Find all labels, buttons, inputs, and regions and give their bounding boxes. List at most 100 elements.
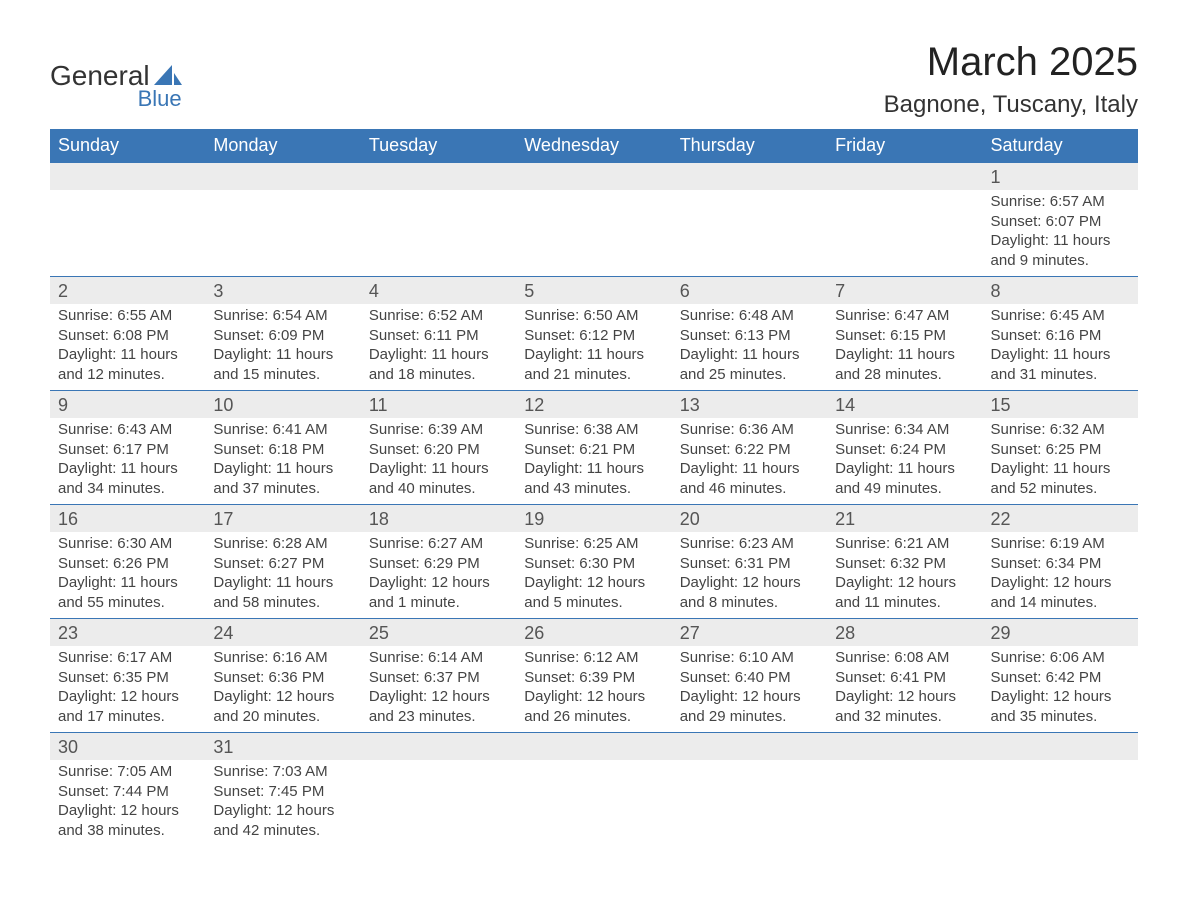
daylight-line: Daylight: 12 hours and 11 minutes. — [835, 573, 974, 612]
daylight-line: Daylight: 11 hours and 34 minutes. — [58, 459, 197, 498]
day-number: 1 — [983, 163, 1138, 190]
daylight-line: Daylight: 11 hours and 58 minutes. — [213, 573, 352, 612]
calendar-cell: 10Sunrise: 6:41 AMSunset: 6:18 PMDayligh… — [205, 391, 360, 505]
daylight-line: Daylight: 11 hours and 55 minutes. — [58, 573, 197, 612]
sunset-line: Sunset: 7:45 PM — [213, 782, 352, 802]
calendar-cell: 29Sunrise: 6:06 AMSunset: 6:42 PMDayligh… — [983, 619, 1138, 733]
day-details: Sunrise: 6:36 AMSunset: 6:22 PMDaylight:… — [672, 418, 827, 504]
calendar-cell: 11Sunrise: 6:39 AMSunset: 6:20 PMDayligh… — [361, 391, 516, 505]
day-number — [672, 733, 827, 760]
calendar-week-row: 9Sunrise: 6:43 AMSunset: 6:17 PMDaylight… — [50, 391, 1138, 505]
day-details: Sunrise: 6:06 AMSunset: 6:42 PMDaylight:… — [983, 646, 1138, 732]
sunset-line: Sunset: 6:42 PM — [991, 668, 1130, 688]
calendar-cell: 15Sunrise: 6:32 AMSunset: 6:25 PMDayligh… — [983, 391, 1138, 505]
calendar-cell: 7Sunrise: 6:47 AMSunset: 6:15 PMDaylight… — [827, 277, 982, 391]
sunrise-line: Sunrise: 7:05 AM — [58, 762, 197, 782]
sunrise-line: Sunrise: 6:34 AM — [835, 420, 974, 440]
calendar-cell: 6Sunrise: 6:48 AMSunset: 6:13 PMDaylight… — [672, 277, 827, 391]
day-number: 10 — [205, 391, 360, 418]
day-number: 9 — [50, 391, 205, 418]
sunrise-line: Sunrise: 6:48 AM — [680, 306, 819, 326]
day-number: 27 — [672, 619, 827, 646]
day-number: 23 — [50, 619, 205, 646]
day-details: Sunrise: 6:52 AMSunset: 6:11 PMDaylight:… — [361, 304, 516, 390]
calendar-cell: 20Sunrise: 6:23 AMSunset: 6:31 PMDayligh… — [672, 505, 827, 619]
sunset-line: Sunset: 6:13 PM — [680, 326, 819, 346]
day-details: Sunrise: 6:14 AMSunset: 6:37 PMDaylight:… — [361, 646, 516, 732]
sunset-line: Sunset: 6:41 PM — [835, 668, 974, 688]
daylight-line: Daylight: 11 hours and 15 minutes. — [213, 345, 352, 384]
sunrise-line: Sunrise: 6:36 AM — [680, 420, 819, 440]
sunrise-line: Sunrise: 6:17 AM — [58, 648, 197, 668]
daylight-line: Daylight: 12 hours and 32 minutes. — [835, 687, 974, 726]
day-number — [361, 163, 516, 190]
daylight-line: Daylight: 12 hours and 8 minutes. — [680, 573, 819, 612]
calendar-cell: 28Sunrise: 6:08 AMSunset: 6:41 PMDayligh… — [827, 619, 982, 733]
calendar-cell — [50, 163, 205, 277]
daylight-line: Daylight: 12 hours and 1 minute. — [369, 573, 508, 612]
calendar-cell: 26Sunrise: 6:12 AMSunset: 6:39 PMDayligh… — [516, 619, 671, 733]
weekday-header: Tuesday — [361, 129, 516, 163]
day-number: 28 — [827, 619, 982, 646]
sunset-line: Sunset: 6:17 PM — [58, 440, 197, 460]
sunset-line: Sunset: 6:20 PM — [369, 440, 508, 460]
day-number — [827, 163, 982, 190]
day-details: Sunrise: 6:48 AMSunset: 6:13 PMDaylight:… — [672, 304, 827, 390]
sunrise-line: Sunrise: 6:23 AM — [680, 534, 819, 554]
daylight-line: Daylight: 12 hours and 29 minutes. — [680, 687, 819, 726]
day-number: 16 — [50, 505, 205, 532]
daylight-line: Daylight: 11 hours and 9 minutes. — [991, 231, 1130, 270]
logo-text-blue: Blue — [126, 86, 182, 112]
day-number: 15 — [983, 391, 1138, 418]
daylight-line: Daylight: 11 hours and 52 minutes. — [991, 459, 1130, 498]
daylight-line: Daylight: 12 hours and 17 minutes. — [58, 687, 197, 726]
calendar-cell — [205, 163, 360, 277]
day-number — [361, 733, 516, 760]
logo: General Blue — [50, 40, 182, 112]
sunset-line: Sunset: 6:26 PM — [58, 554, 197, 574]
calendar-week-row: 30Sunrise: 7:05 AMSunset: 7:44 PMDayligh… — [50, 733, 1138, 847]
day-details: Sunrise: 6:32 AMSunset: 6:25 PMDaylight:… — [983, 418, 1138, 504]
day-number: 17 — [205, 505, 360, 532]
month-title: March 2025 — [884, 40, 1138, 85]
sunrise-line: Sunrise: 6:38 AM — [524, 420, 663, 440]
sunrise-line: Sunrise: 6:45 AM — [991, 306, 1130, 326]
weekday-header: Wednesday — [516, 129, 671, 163]
day-details: Sunrise: 6:38 AMSunset: 6:21 PMDaylight:… — [516, 418, 671, 504]
location: Bagnone, Tuscany, Italy — [884, 91, 1138, 119]
day-details: Sunrise: 6:28 AMSunset: 6:27 PMDaylight:… — [205, 532, 360, 618]
sunrise-line: Sunrise: 6:32 AM — [991, 420, 1130, 440]
calendar-cell: 17Sunrise: 6:28 AMSunset: 6:27 PMDayligh… — [205, 505, 360, 619]
sunrise-line: Sunrise: 6:16 AM — [213, 648, 352, 668]
sunrise-line: Sunrise: 6:47 AM — [835, 306, 974, 326]
sunset-line: Sunset: 6:27 PM — [213, 554, 352, 574]
sunrise-line: Sunrise: 6:19 AM — [991, 534, 1130, 554]
calendar-cell: 2Sunrise: 6:55 AMSunset: 6:08 PMDaylight… — [50, 277, 205, 391]
daylight-line: Daylight: 12 hours and 38 minutes. — [58, 801, 197, 840]
sunset-line: Sunset: 6:11 PM — [369, 326, 508, 346]
sunset-line: Sunset: 7:44 PM — [58, 782, 197, 802]
day-number: 24 — [205, 619, 360, 646]
day-details: Sunrise: 6:50 AMSunset: 6:12 PMDaylight:… — [516, 304, 671, 390]
day-details: Sunrise: 7:05 AMSunset: 7:44 PMDaylight:… — [50, 760, 205, 846]
sunset-line: Sunset: 6:22 PM — [680, 440, 819, 460]
calendar-cell: 4Sunrise: 6:52 AMSunset: 6:11 PMDaylight… — [361, 277, 516, 391]
sunrise-line: Sunrise: 6:21 AM — [835, 534, 974, 554]
daylight-line: Daylight: 12 hours and 35 minutes. — [991, 687, 1130, 726]
calendar-cell — [516, 163, 671, 277]
day-number — [516, 163, 671, 190]
sunset-line: Sunset: 6:07 PM — [991, 212, 1130, 232]
sunrise-line: Sunrise: 6:41 AM — [213, 420, 352, 440]
sunset-line: Sunset: 6:31 PM — [680, 554, 819, 574]
weekday-header-row: SundayMondayTuesdayWednesdayThursdayFrid… — [50, 129, 1138, 163]
day-number: 20 — [672, 505, 827, 532]
calendar-cell — [361, 163, 516, 277]
day-number: 29 — [983, 619, 1138, 646]
daylight-line: Daylight: 11 hours and 21 minutes. — [524, 345, 663, 384]
day-details: Sunrise: 6:10 AMSunset: 6:40 PMDaylight:… — [672, 646, 827, 732]
calendar-cell: 24Sunrise: 6:16 AMSunset: 6:36 PMDayligh… — [205, 619, 360, 733]
day-details: Sunrise: 6:39 AMSunset: 6:20 PMDaylight:… — [361, 418, 516, 504]
calendar-cell: 30Sunrise: 7:05 AMSunset: 7:44 PMDayligh… — [50, 733, 205, 847]
sunrise-line: Sunrise: 6:28 AM — [213, 534, 352, 554]
sunset-line: Sunset: 6:24 PM — [835, 440, 974, 460]
